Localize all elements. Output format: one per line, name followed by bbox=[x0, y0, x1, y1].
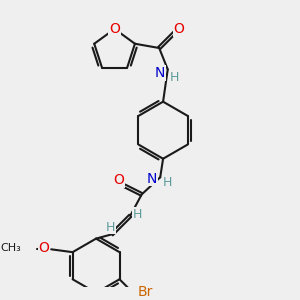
Text: H: H bbox=[133, 208, 142, 221]
Text: N: N bbox=[147, 172, 158, 186]
Text: H: H bbox=[106, 221, 115, 234]
Text: H: H bbox=[169, 71, 179, 85]
Text: O: O bbox=[174, 22, 184, 37]
Text: O: O bbox=[113, 173, 124, 187]
Text: CH₃: CH₃ bbox=[1, 243, 21, 253]
Text: H: H bbox=[163, 176, 172, 189]
Text: N: N bbox=[154, 66, 165, 80]
Text: O: O bbox=[38, 241, 49, 255]
Text: O: O bbox=[109, 22, 120, 36]
Text: Br: Br bbox=[138, 285, 153, 299]
